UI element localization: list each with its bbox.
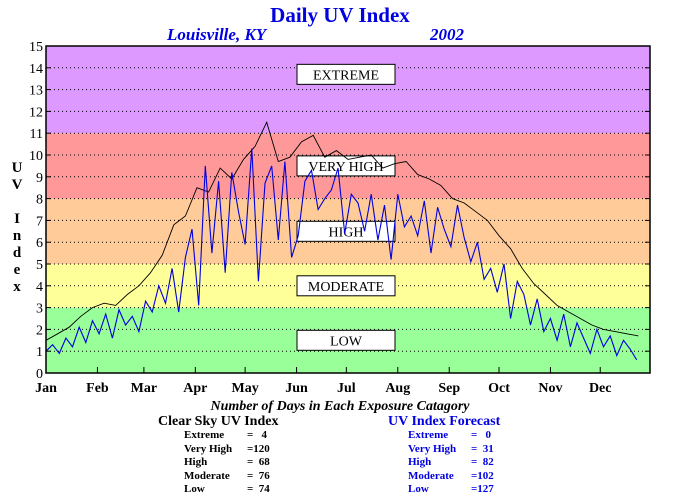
clear-sky-series-line — [45, 121, 639, 341]
forecast-row-label: Moderate — [408, 469, 454, 482]
x-tick-label: Apr — [183, 381, 207, 396]
band-label: EXTREME — [313, 68, 379, 83]
forecast-row-label: Low — [408, 483, 429, 496]
y-tick-label: 5 — [36, 258, 43, 273]
chart-year: 2002 — [430, 25, 464, 44]
band-label: LOW — [330, 334, 363, 349]
forecast-row-label: High — [408, 456, 432, 469]
x-tick-label: Jul — [337, 381, 356, 396]
y-axis-label-char: V — [11, 177, 23, 193]
chart-title: Daily UV Index — [270, 3, 410, 27]
band-label-box — [296, 329, 396, 351]
clear-sky-row-label: Extreme — [184, 429, 225, 441]
forecast-series-line — [45, 148, 638, 361]
clear-sky-row-value: = 4 — [247, 429, 268, 441]
x-tick-label: May — [232, 381, 259, 396]
y-tick-label: 6 — [36, 236, 43, 251]
x-tick-label: Mar — [131, 381, 157, 396]
forecast-row-label: Extreme — [408, 429, 449, 441]
y-tick-label: 8 — [36, 193, 43, 208]
y-tick-label: 15 — [29, 40, 43, 55]
y-axis-label-char: n — [12, 228, 22, 244]
y-tick-label: 12 — [29, 105, 43, 120]
x-tick-label: Oct — [488, 381, 510, 396]
clear-sky-row-label: Low — [184, 483, 205, 496]
forecast-row-value: = 82 — [471, 456, 494, 469]
x-tick-label: Jun — [285, 381, 308, 396]
clear-sky-summary-title: Clear Sky UV Index — [158, 414, 279, 429]
y-tick-label: 7 — [36, 214, 43, 229]
forecast-row-value: =127 — [471, 483, 494, 496]
y-axis-label-gap — [9, 194, 25, 211]
chart-location: Louisville, KY — [167, 25, 267, 44]
x-tick-label: Aug — [385, 381, 410, 396]
band-label-box — [296, 155, 396, 177]
forecast-row-label: Very High — [408, 442, 457, 455]
x-tick-label: Feb — [86, 381, 109, 396]
clear-sky-row-label: Very High — [184, 442, 233, 455]
x-tick-label: Sep — [438, 381, 460, 396]
band-label: MODERATE — [308, 280, 384, 295]
y-axis-label-char: x — [13, 279, 21, 295]
y-tick-label: 9 — [36, 171, 43, 186]
band-label: VERY HIGH — [308, 160, 383, 175]
band-label-box — [296, 275, 396, 297]
x-tick-label: Nov — [538, 381, 562, 396]
y-tick-label: 3 — [36, 302, 43, 317]
y-axis-label-char: U — [11, 160, 23, 176]
x-tick-label: Dec — [589, 381, 612, 396]
band-extreme — [46, 46, 650, 134]
y-tick-label: 10 — [29, 149, 43, 164]
clear-sky-row-value: = 68 — [247, 456, 270, 469]
x-tick-label: Jan — [35, 381, 57, 396]
y-tick-label: 4 — [36, 280, 43, 295]
y-tick-label: 13 — [29, 84, 43, 99]
forecast-summary-title: UV Index Forecast — [388, 414, 501, 429]
band-label: HIGH — [329, 225, 364, 240]
y-tick-label: 11 — [30, 127, 43, 142]
y-tick-label: 2 — [36, 323, 43, 338]
clear-sky-row-label: Moderate — [184, 469, 230, 482]
y-axis-label-char: I — [14, 211, 20, 227]
band-label-box — [296, 220, 396, 242]
clear-sky-row-label: High — [184, 456, 208, 469]
y-axis-label-char: d — [12, 245, 22, 261]
band-label-box — [296, 63, 396, 85]
days-caption: Number of Days in Each Exposure Catagory — [210, 399, 470, 414]
forecast-row-value: = 0 — [471, 429, 492, 441]
y-tick-label: 14 — [29, 62, 43, 77]
forecast-row-value: =102 — [471, 469, 494, 482]
clear-sky-row-value: =120 — [247, 442, 270, 455]
clear-sky-row-value: = 76 — [247, 469, 270, 482]
forecast-row-value: = 31 — [471, 442, 494, 455]
y-tick-label: 1 — [36, 345, 43, 360]
clear-sky-row-value: = 74 — [247, 483, 270, 496]
y-tick-label: 0 — [36, 367, 43, 382]
plot-frame — [45, 45, 651, 374]
y-axis-label-char: e — [13, 262, 21, 278]
